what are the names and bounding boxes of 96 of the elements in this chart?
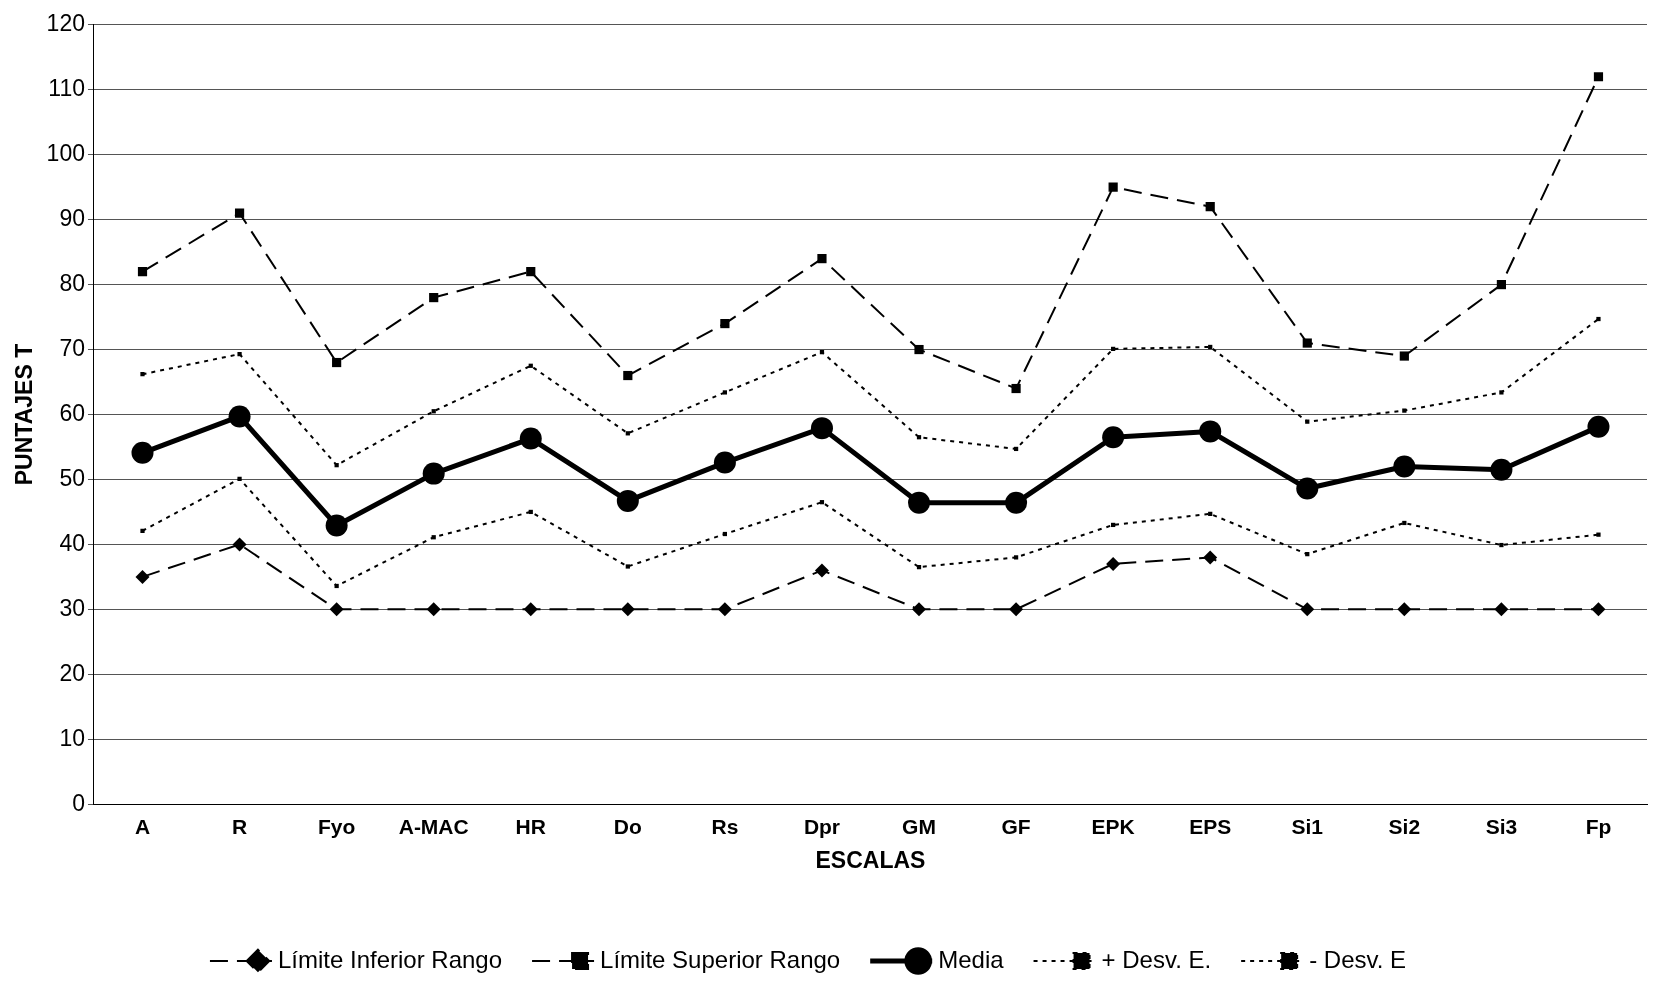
legend-label: Límite Inferior Rango: [277, 945, 503, 973]
point: [1490, 458, 1513, 481]
legend-label: Límite Superior Rango: [600, 945, 841, 973]
point: [722, 390, 728, 395]
y-tick-label: 120: [46, 10, 85, 37]
point: [1587, 415, 1610, 438]
point: [814, 563, 829, 578]
point: [140, 528, 145, 533]
point: [526, 267, 536, 277]
point: [1393, 455, 1416, 478]
point: [237, 476, 242, 481]
point: [1005, 491, 1028, 514]
point: [1496, 280, 1506, 290]
point: [131, 441, 154, 464]
point: [717, 602, 732, 617]
point: [1296, 477, 1319, 500]
point: [329, 602, 344, 617]
x-tick-label: Si1: [1291, 814, 1324, 838]
point: [234, 208, 245, 218]
point: [623, 370, 633, 381]
point: [1011, 383, 1021, 394]
x-tick-label: Fp: [1585, 814, 1612, 838]
y-tick-label: 30: [59, 594, 85, 621]
x-tick-label: Si3: [1485, 814, 1518, 838]
point: [1302, 338, 1312, 348]
point: [1596, 316, 1601, 322]
point: [1013, 555, 1019, 560]
point: [1593, 72, 1604, 82]
point: [616, 489, 639, 512]
x-tick-label: HR: [515, 814, 546, 838]
point: [1009, 602, 1024, 617]
point: [1102, 426, 1125, 449]
y-tick-label: 0: [72, 789, 85, 816]
point: [228, 405, 251, 428]
point: [1300, 602, 1315, 617]
point: [429, 292, 439, 303]
point: [810, 417, 833, 440]
y-tick-label: 90: [59, 204, 85, 231]
y-tick-label: 110: [48, 75, 85, 102]
point: [140, 372, 145, 377]
x-tick-label: R: [231, 814, 248, 838]
point: [1203, 550, 1218, 565]
y-tick-label: 70: [59, 334, 85, 361]
x-tick-label: Dpr: [803, 814, 841, 838]
point: [1596, 532, 1601, 537]
point: [914, 344, 924, 355]
x-tick-label: GM: [902, 814, 936, 838]
point: [1494, 602, 1509, 617]
x-tick-label: EPK: [1091, 814, 1135, 838]
point: [1205, 202, 1215, 212]
point: [620, 602, 635, 617]
point: [1397, 602, 1412, 617]
y-tick-label: 50: [59, 464, 85, 491]
x-tick-label: GF: [1001, 814, 1031, 838]
point: [232, 537, 247, 552]
point: [426, 602, 441, 617]
x-tick-label: Do: [613, 814, 642, 838]
point: [1402, 408, 1407, 413]
y-tick-label: 60: [59, 399, 85, 426]
y-tick-label: 100: [46, 140, 85, 167]
point: [325, 514, 348, 537]
y-tick-label: 20: [59, 659, 85, 686]
point: [912, 602, 927, 617]
legend-label: + Desv. E.: [1101, 945, 1212, 973]
legend-label: - Desv. E: [1309, 945, 1407, 973]
point: [1399, 351, 1409, 361]
point: [237, 351, 242, 357]
point: [1499, 390, 1504, 395]
x-tick-label: Si2: [1388, 814, 1421, 838]
legend-label: Media: [938, 945, 1005, 973]
point: [1591, 602, 1606, 617]
point: [720, 318, 730, 329]
point: [713, 451, 736, 474]
point: [1499, 542, 1504, 548]
point: [332, 357, 342, 368]
y-tick-label: 40: [59, 529, 85, 556]
point: [1199, 420, 1222, 443]
x-tick-label: EPS: [1189, 814, 1232, 838]
x-tick-label: Fyo: [317, 814, 356, 838]
point: [135, 569, 150, 584]
y-tick-label: 80: [59, 269, 85, 296]
x-axis-title: ESCALAS: [815, 846, 926, 873]
point: [137, 267, 148, 277]
point: [1106, 556, 1121, 571]
x-tick-label: A-MAC: [398, 814, 469, 838]
y-tick-label: 10: [59, 724, 85, 751]
point: [908, 491, 931, 514]
y-axis-title: PUNTAJES T: [11, 343, 38, 486]
x-tick-label: A: [134, 814, 151, 838]
x-tick-label: Rs: [711, 814, 739, 838]
point: [523, 602, 538, 617]
point: [817, 254, 827, 264]
point: [422, 462, 445, 485]
point: [1108, 182, 1118, 192]
point: [519, 427, 542, 450]
point: [625, 564, 630, 569]
